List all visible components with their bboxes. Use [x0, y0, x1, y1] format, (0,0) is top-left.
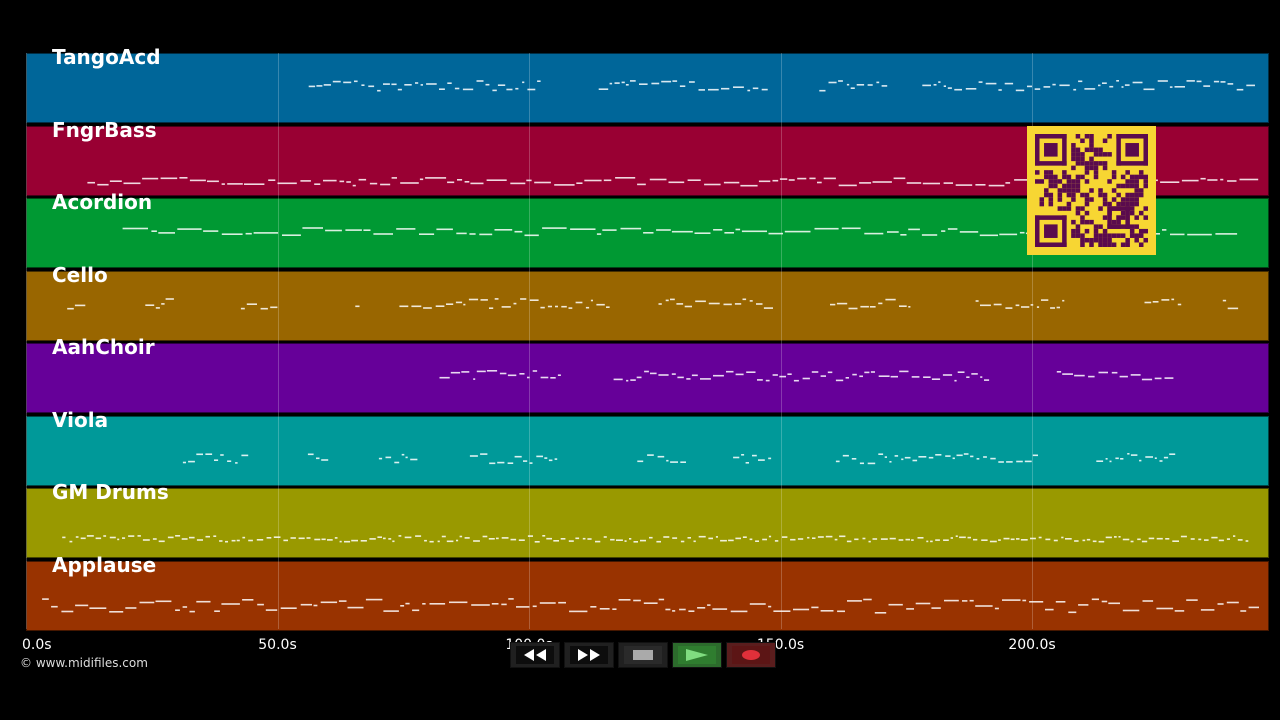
grid-line	[277, 53, 279, 629]
track-aahchoir	[26, 343, 1269, 413]
grid-line	[26, 53, 27, 629]
note-lane	[182, 452, 1176, 464]
rewind-icon	[524, 649, 546, 661]
tick-label: 200.0s	[1008, 637, 1056, 653]
qr-code	[1027, 126, 1156, 255]
track-gm-drums	[26, 488, 1269, 558]
track-name: Cello	[52, 262, 108, 287]
qr-code-icon	[1035, 134, 1148, 247]
note-lane	[439, 370, 1174, 382]
transport-controls	[510, 642, 776, 668]
note-lane	[87, 176, 1259, 186]
track-name: Applause	[52, 552, 157, 577]
note-lane	[308, 80, 1255, 92]
grid-line	[1032, 53, 1033, 629]
track-applause	[26, 560, 1269, 631]
stop-button[interactable]	[618, 642, 668, 668]
note-lane	[42, 597, 1259, 614]
record-button[interactable]	[726, 642, 776, 668]
copyright-text: © www.midifiles.com	[20, 656, 148, 670]
track-cello	[26, 270, 1269, 341]
grid-line	[780, 53, 782, 629]
note-lane	[62, 535, 1249, 543]
play-icon	[686, 649, 708, 661]
stop-icon	[633, 650, 653, 660]
grid-line	[529, 53, 530, 629]
tick-label: 0.0s	[22, 637, 52, 653]
play-button[interactable]	[672, 642, 722, 668]
fast-forward-button[interactable]	[564, 642, 614, 668]
fast-forward-icon	[578, 649, 600, 661]
tick-label: 50.0s	[258, 637, 297, 653]
track-name: TangoAcd	[52, 45, 161, 69]
track-tangoacd	[26, 53, 1269, 123]
track-name: GM Drums	[52, 480, 169, 504]
track-viola	[26, 415, 1269, 486]
rewind-button[interactable]	[510, 642, 560, 668]
note-lane	[67, 297, 1239, 309]
track-name: FngrBass	[52, 117, 157, 142]
track-name: Acordion	[52, 190, 153, 214]
track-name: Viola	[52, 407, 109, 432]
track-name: AahChoir	[52, 335, 155, 359]
record-icon	[742, 650, 760, 660]
